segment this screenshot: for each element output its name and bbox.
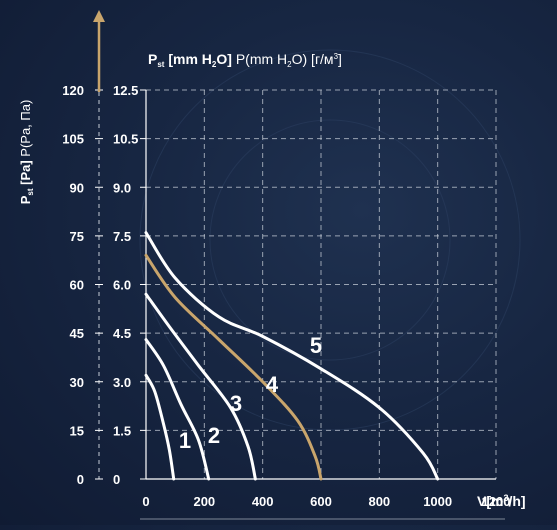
x-tick-label: 400	[252, 494, 274, 509]
y-tick-label-mm: 6.0	[113, 278, 131, 293]
y-axis-arrow	[93, 10, 105, 92]
y-tick-label-pa: 0	[77, 472, 84, 487]
x-tick-label: 800	[368, 494, 390, 509]
series-line-3	[144, 292, 257, 481]
series-lines	[144, 231, 440, 481]
x-tick-label: 0	[142, 494, 149, 509]
series-line-2	[144, 338, 211, 481]
y-tick-label-mm: 10.5	[113, 132, 138, 147]
series-line-5	[144, 231, 440, 481]
y-tick-label-pa: 90	[70, 180, 84, 195]
y-tick-label-mm: 7.5	[113, 229, 131, 244]
series-label-2: 2	[208, 423, 220, 448]
series-line-4	[144, 253, 323, 481]
y-tick-label-pa: 45	[70, 326, 84, 341]
y-tick-label-mm: 4.5	[113, 326, 131, 341]
series-label-5: 5	[310, 333, 322, 358]
grid-lines	[146, 89, 497, 479]
series-label-3: 3	[230, 391, 242, 416]
x-tick-label: 1200	[482, 494, 511, 509]
y-tick-label-mm: 9.0	[113, 180, 131, 195]
y-axis-title-outer: Pst [Pa] P(Pa, Па)	[18, 100, 35, 205]
y-tick-label-mm: 3.0	[113, 375, 131, 390]
y-tick-label-mm: 0	[113, 472, 120, 487]
y-tick-label-pa: 15	[70, 423, 84, 438]
x-tick-label: 1000	[423, 494, 452, 509]
y-tick-label-mm: 12.5	[113, 83, 138, 98]
x-tick-label: 200	[193, 494, 215, 509]
y-axis-title-inner: Pst [mm H2O] P(mm H2O) [г/м3]	[148, 51, 342, 69]
y-tick-label-pa: 120	[62, 83, 84, 98]
bg-circle-inner	[209, 119, 451, 361]
series-labels: 1 234 5	[179, 333, 322, 453]
series-label-1: 1	[179, 428, 191, 453]
series-line-1	[144, 373, 176, 481]
x-tick-label: 600	[310, 494, 332, 509]
x-axis-title: V[m3/h]	[477, 493, 526, 509]
y-tick-label-mm: 1.5	[113, 423, 131, 438]
y-tick-label-pa: 105	[62, 132, 84, 147]
y-tick-label-pa: 75	[70, 229, 84, 244]
series-label-4: 4	[266, 372, 279, 397]
y-tick-label-pa: 60	[70, 278, 84, 293]
y-tick-label-pa: 30	[70, 375, 84, 390]
